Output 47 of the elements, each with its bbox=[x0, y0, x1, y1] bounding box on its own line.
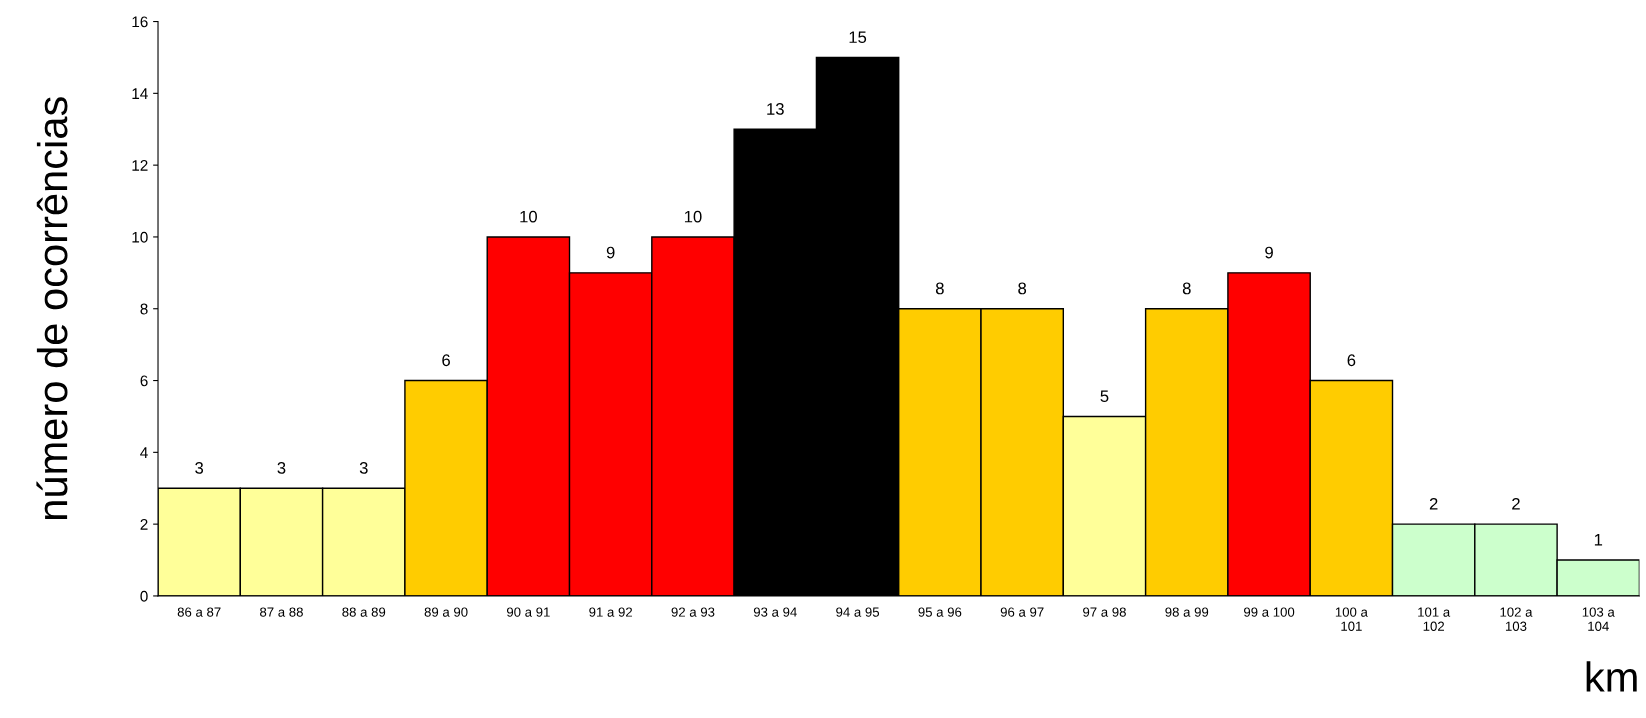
y-tick-label: 6 bbox=[140, 375, 148, 387]
data-label: 13 bbox=[767, 103, 784, 115]
data-label: 5 bbox=[1100, 390, 1109, 403]
data-label: 8 bbox=[935, 282, 944, 295]
x-tick-label: 93 a 94 bbox=[753, 607, 797, 617]
y-tick-label: 10 bbox=[132, 231, 148, 243]
data-label: 3 bbox=[195, 462, 204, 474]
data-label: 6 bbox=[1347, 354, 1356, 367]
y-tick-label: 4 bbox=[140, 447, 148, 458]
data-label: 6 bbox=[442, 354, 450, 367]
data-label: 15 bbox=[849, 31, 867, 44]
y-axis-title: número de ocorrências bbox=[36, 97, 68, 520]
y-tick-label: 12 bbox=[132, 160, 148, 171]
x-tick-label: 97 a 98 bbox=[1083, 607, 1126, 617]
y-tick-label: 16 bbox=[132, 16, 148, 28]
data-label: 2 bbox=[1512, 497, 1520, 510]
y-tick-label: 14 bbox=[132, 88, 148, 99]
y-tick-label: 2 bbox=[140, 519, 148, 530]
x-tick-label: 94 a 95 bbox=[836, 607, 880, 617]
x-tick-label: 88 a 89 bbox=[342, 607, 386, 617]
x-tick-label: 96 a 97 bbox=[1000, 607, 1044, 617]
x-tick-label: 90 a 91 bbox=[506, 607, 550, 617]
data-label: 3 bbox=[359, 462, 368, 474]
x-tick-label: 87 a 88 bbox=[260, 607, 303, 617]
y-tick-label: 0 bbox=[140, 590, 148, 602]
x-tick-label: 103 a 104 bbox=[1582, 607, 1615, 631]
x-tick-label: 95 a 96 bbox=[918, 607, 962, 617]
data-label: 8 bbox=[1182, 282, 1191, 295]
x-tick-label: 91 a 92 bbox=[589, 607, 633, 617]
x-tick-label: 92 a 93 bbox=[671, 607, 715, 617]
x-axis-title: km bbox=[1586, 661, 1637, 692]
data-label: 1 bbox=[1594, 534, 1603, 546]
data-label: 9 bbox=[1265, 246, 1273, 259]
data-label: 3 bbox=[277, 462, 286, 474]
x-tick-label: 101 a 102 bbox=[1418, 607, 1451, 631]
x-tick-label: 89 a 90 bbox=[424, 607, 468, 617]
data-label: 2 bbox=[1429, 497, 1438, 510]
x-tick-label: 98 a 99 bbox=[1165, 607, 1209, 617]
data-label: 8 bbox=[1018, 282, 1027, 295]
y-tick-label: 8 bbox=[140, 303, 148, 315]
x-tick-label: 86 a 87 bbox=[177, 607, 221, 617]
data-label: 10 bbox=[684, 210, 702, 223]
data-label: 9 bbox=[606, 246, 615, 259]
x-tick-label: 100 a 101 bbox=[1335, 607, 1368, 631]
x-tick-label: 102 a 103 bbox=[1500, 607, 1533, 631]
data-label: 10 bbox=[520, 210, 537, 223]
x-tick-label: 99 a 100 bbox=[1244, 607, 1295, 617]
